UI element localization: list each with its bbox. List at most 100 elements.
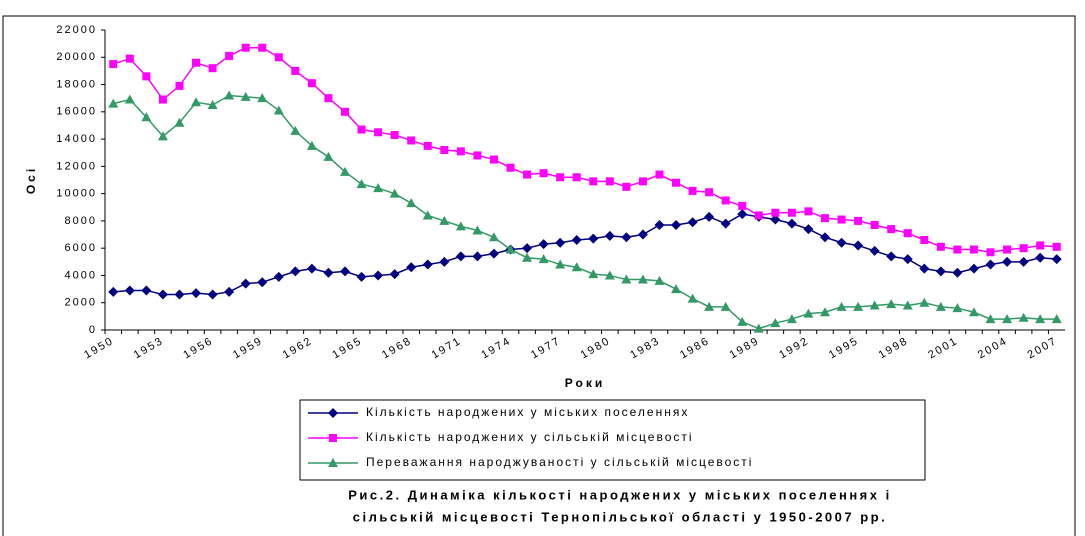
series-line <box>113 213 1057 296</box>
marker <box>637 274 648 284</box>
chart-title: сільській місцевості Тернопільської обла… <box>353 509 887 524</box>
marker <box>174 289 185 300</box>
marker <box>786 218 797 229</box>
marker <box>786 314 797 324</box>
marker <box>556 173 565 182</box>
marker <box>455 221 466 231</box>
marker <box>869 300 880 310</box>
marker <box>687 293 698 303</box>
marker <box>472 225 483 235</box>
marker <box>440 146 449 154</box>
marker <box>952 267 963 278</box>
marker <box>919 263 930 274</box>
marker <box>422 259 433 270</box>
marker <box>770 214 781 225</box>
series-line <box>113 94 1057 330</box>
marker <box>489 155 498 164</box>
marker <box>523 170 532 179</box>
chart-title: Рис.2. Динаміка кількості народжених у м… <box>348 487 891 502</box>
marker <box>1052 242 1061 251</box>
marker <box>306 263 317 274</box>
marker <box>604 230 615 241</box>
marker <box>407 136 416 145</box>
marker <box>604 270 615 280</box>
marker <box>1035 252 1046 263</box>
marker <box>853 301 864 311</box>
marker <box>968 263 979 274</box>
marker <box>803 308 814 318</box>
marker <box>240 91 251 101</box>
legend <box>299 399 926 481</box>
marker <box>571 235 582 245</box>
legend-entries: Кількість народжених у міських поселення… <box>308 405 753 469</box>
marker <box>373 270 384 281</box>
marker <box>488 232 499 242</box>
marker <box>472 251 483 262</box>
marker <box>273 271 284 282</box>
marker <box>274 53 283 62</box>
marker <box>820 307 830 317</box>
marker <box>837 215 846 224</box>
marker <box>902 300 913 310</box>
y-tick-label: 12000 <box>56 160 97 172</box>
marker <box>555 259 566 269</box>
marker <box>1002 256 1013 267</box>
marker <box>356 271 367 282</box>
marker <box>1051 314 1062 324</box>
marker <box>108 286 119 297</box>
marker <box>720 301 731 311</box>
marker <box>340 266 350 277</box>
marker <box>555 237 566 248</box>
marker <box>240 278 251 289</box>
marker <box>787 208 796 217</box>
marker <box>341 107 349 116</box>
marker <box>141 112 152 122</box>
marker <box>522 243 533 254</box>
x-axis-label: Роки <box>565 376 605 390</box>
y-tick-label: 16000 <box>56 106 97 118</box>
marker <box>357 125 366 134</box>
marker <box>1018 256 1029 267</box>
marker <box>638 177 647 186</box>
y-tick-label: 14000 <box>56 133 97 145</box>
marker <box>920 236 929 244</box>
marker <box>1051 254 1062 265</box>
marker <box>423 141 432 150</box>
legend-label: Кількість народжених у сільській місцево… <box>366 430 694 444</box>
marker <box>836 301 847 311</box>
marker <box>820 232 830 243</box>
marker <box>737 209 748 220</box>
marker <box>191 288 202 299</box>
marker <box>986 248 995 257</box>
marker <box>538 239 549 250</box>
marker <box>389 269 400 280</box>
series-line <box>113 46 1057 254</box>
marker <box>192 58 201 67</box>
marker <box>705 188 714 197</box>
marker <box>207 289 218 300</box>
marker <box>1018 312 1029 322</box>
marker <box>141 285 152 296</box>
marker <box>389 188 400 198</box>
marker <box>622 182 631 191</box>
marker <box>985 314 996 324</box>
marker <box>771 208 780 217</box>
marker <box>1035 314 1046 324</box>
marker <box>803 224 814 235</box>
marker <box>671 284 682 294</box>
marker <box>770 318 781 328</box>
marker <box>290 125 301 135</box>
marker <box>207 100 218 109</box>
legend-label: Переважання народжуваності у сільській м… <box>366 455 753 469</box>
marker <box>671 220 682 230</box>
marker <box>290 266 301 277</box>
marker <box>456 147 465 156</box>
marker <box>158 95 167 104</box>
marker <box>1019 244 1028 253</box>
marker <box>1002 314 1013 324</box>
marker <box>174 117 185 127</box>
marker <box>605 177 614 186</box>
marker <box>704 301 715 311</box>
marker <box>588 233 599 244</box>
marker <box>935 301 946 311</box>
